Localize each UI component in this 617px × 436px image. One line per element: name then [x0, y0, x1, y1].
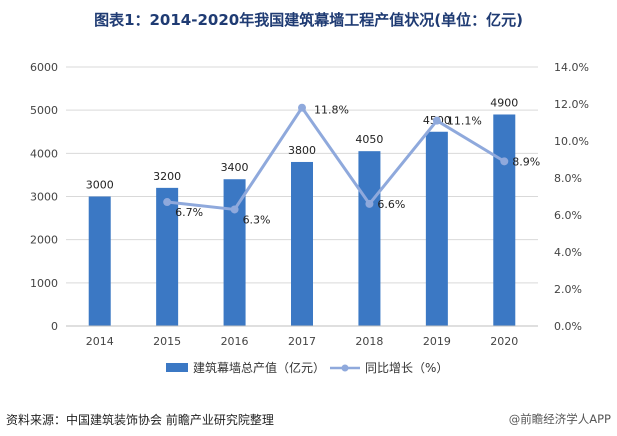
growth-point — [432, 116, 441, 125]
bar-value-label: 3000 — [86, 179, 114, 192]
x-tick-label: 2018 — [355, 335, 383, 348]
y2-tick-label: 12.0% — [554, 98, 589, 111]
x-axis: 2014 2015 2016 2017 2018 2019 2020 — [66, 325, 538, 348]
growth-line: 6.7% 6.3% 11.8% 6.6% 11.1% 8.9% — [163, 103, 540, 226]
bar — [88, 196, 111, 326]
y-tick-label: 1000 — [30, 277, 58, 290]
bar — [291, 161, 313, 326]
bar — [425, 131, 448, 326]
legend-bar-swatch — [166, 363, 188, 372]
growth-point — [163, 198, 172, 207]
y2-tick-label: 10.0% — [554, 135, 589, 148]
brand-watermark: @前瞻经济学人APP — [508, 412, 611, 426]
x-tick-label: 2020 — [490, 335, 518, 348]
bar-value-label: 4050 — [355, 133, 383, 146]
bar-value-label: 3800 — [288, 144, 316, 157]
y-tick-label: 3000 — [30, 191, 58, 204]
y2-tick-label: 8.0% — [554, 172, 582, 185]
growth-value-label: 8.9% — [512, 155, 540, 168]
growth-value-label: 6.6% — [377, 198, 405, 211]
y-tick-label: 0 — [51, 320, 58, 333]
right-axis: 0.0% 2.0% 4.0% 6.0% 8.0% 10.0% 12.0% 14.0% — [554, 61, 589, 333]
x-tick-label: 2017 — [288, 335, 316, 348]
x-tick-label: 2014 — [86, 335, 114, 348]
y-tick-label: 4000 — [30, 147, 58, 160]
bar — [223, 179, 246, 326]
growth-value-label: 6.7% — [175, 206, 203, 219]
growth-point — [365, 199, 374, 208]
bar — [493, 114, 516, 326]
growth-value-label: 11.1% — [447, 115, 482, 128]
legend-bar-label: 建筑幕墙总产值（亿元） — [193, 360, 325, 375]
x-tick-label: 2016 — [221, 335, 249, 348]
x-tick-label: 2019 — [423, 335, 451, 348]
growth-value-label: 6.3% — [243, 213, 271, 226]
y-tick-label: 2000 — [30, 234, 58, 247]
growth-polyline — [166, 105, 506, 212]
y2-tick-label: 2.0% — [554, 283, 582, 296]
growth-point — [230, 205, 239, 214]
x-tick-label: 2015 — [153, 335, 181, 348]
legend-line-label: 同比增长（%） — [365, 361, 448, 375]
y2-tick-label: 4.0% — [554, 246, 582, 259]
y2-tick-label: 14.0% — [554, 61, 589, 74]
chart-title: 图表1：2014-2020年我国建筑幕墙工程产值状况(单位：亿元) — [94, 11, 523, 29]
y2-tick-label: 6.0% — [554, 209, 582, 222]
bar — [156, 187, 179, 326]
legend: 建筑幕墙总产值（亿元） 同比增长（%） — [166, 360, 448, 375]
growth-point — [298, 103, 306, 112]
y-tick-label: 6000 — [30, 61, 58, 74]
bar — [358, 151, 381, 326]
y2-tick-label: 0.0% — [554, 320, 582, 333]
source-note: 资料来源：中国建筑装饰协会 前瞻产业研究院整理 — [6, 413, 274, 427]
growth-point — [500, 157, 509, 166]
bar-value-label: 3200 — [153, 170, 181, 183]
y-tick-label: 5000 — [30, 104, 58, 117]
growth-value-label: 11.8% — [314, 104, 349, 117]
bar-value-label: 3400 — [221, 161, 249, 174]
bar-value-label: 4900 — [490, 96, 518, 109]
legend-line-marker — [341, 364, 349, 372]
left-axis: 0 1000 2000 3000 4000 5000 6000 — [30, 61, 58, 333]
